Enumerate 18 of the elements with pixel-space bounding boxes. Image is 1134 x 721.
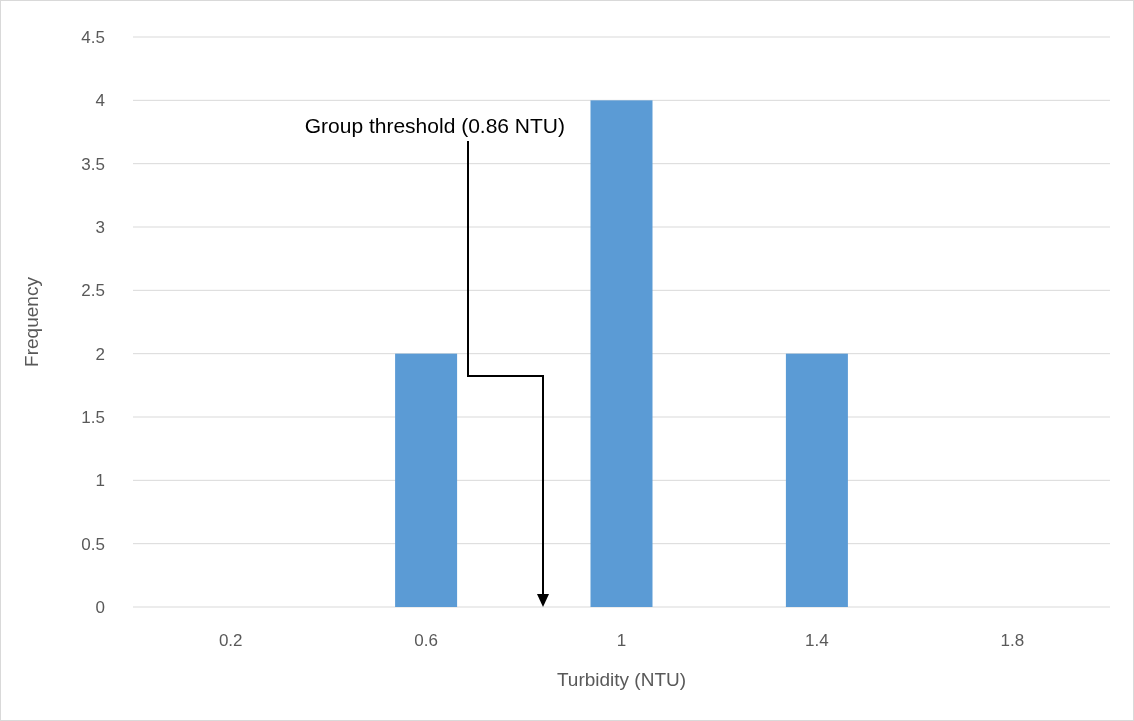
y-tick-label: 4 [95,91,105,111]
y-tick-label: 3.5 [81,154,105,174]
y-tick-label: 3 [95,217,105,237]
x-axis-title: Turbidity (NTU) [556,669,687,690]
x-tick-label: 0.6 [414,631,438,650]
x-tick-label: 0.2 [218,631,243,650]
y-tick-label: 2.5 [81,281,105,301]
y-tick-label: 1 [95,471,105,491]
y-tick-label: 2 [95,344,105,364]
x-tick-label: 1 [616,631,627,650]
x-tick-label: 1.8 [1000,631,1025,650]
y-tick-label: 1.5 [81,407,105,427]
y-axis-title: Frequency [21,276,42,367]
y-tick-label: 0 [95,597,105,617]
annotation: Group threshold (0.86 NTU) [304,114,565,137]
y-tick-label: 4.5 [81,27,105,47]
y-tick-label: 0.5 [81,534,105,554]
x-tick-label: 1.4 [805,631,829,650]
